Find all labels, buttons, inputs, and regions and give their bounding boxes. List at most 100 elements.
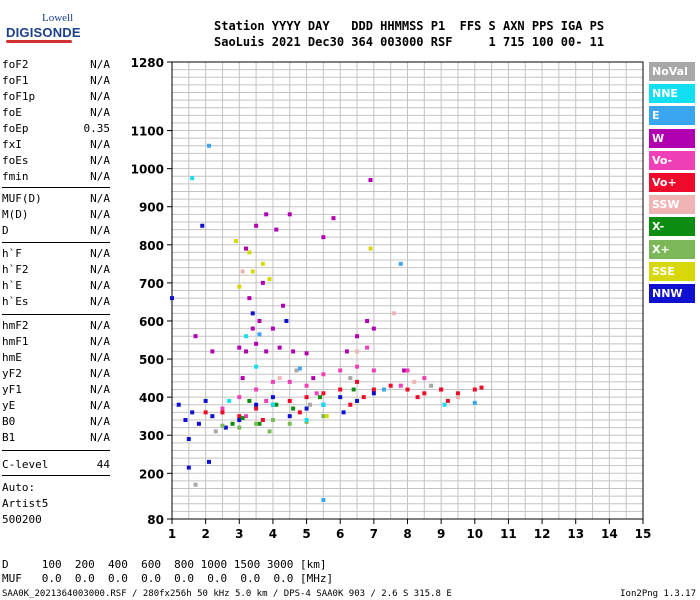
data-point — [365, 345, 370, 350]
data-point — [244, 349, 249, 354]
data-point — [321, 414, 326, 419]
data-point — [183, 417, 188, 422]
param-name: foF1 — [2, 74, 29, 87]
data-point — [237, 414, 242, 419]
param-name: foF2 — [2, 58, 29, 71]
param-name: hmF1 — [2, 335, 29, 348]
data-point — [368, 246, 373, 251]
y-tick-label: 500 — [139, 353, 164, 367]
data-point — [348, 402, 353, 407]
data-point — [240, 376, 245, 381]
data-point — [307, 402, 312, 407]
data-point — [398, 383, 403, 388]
data-point — [244, 414, 249, 419]
data-point — [247, 296, 252, 301]
data-point — [196, 421, 201, 426]
data-point — [338, 387, 343, 392]
param-name: foE — [2, 106, 22, 119]
data-point — [254, 406, 259, 411]
param-row: foF1p N/A — [2, 90, 110, 106]
param-row: B0 N/A — [2, 415, 110, 431]
param-row: fxI N/A — [2, 138, 110, 154]
data-point — [371, 326, 376, 331]
param-name: yF2 — [2, 367, 22, 380]
data-point — [277, 376, 282, 381]
x-tick-label: 15 — [635, 527, 652, 541]
x-tick-label: 3 — [235, 527, 243, 541]
param-value: N/A — [90, 263, 110, 276]
data-point — [237, 284, 242, 289]
param-name: hmF2 — [2, 319, 29, 332]
data-point — [314, 391, 319, 396]
data-point — [274, 402, 279, 407]
data-point — [429, 383, 434, 388]
data-point — [304, 395, 309, 400]
param-name: foEp — [2, 122, 29, 135]
y-tick-label: 600 — [139, 315, 164, 329]
data-point — [257, 332, 262, 337]
legend-item: NNE — [649, 84, 695, 104]
param-row: yF1 N/A — [2, 383, 110, 399]
data-point — [338, 368, 343, 373]
x-tick-label: 12 — [534, 527, 551, 541]
param-row: foEs N/A — [2, 154, 110, 170]
param-row: foF1 N/A — [2, 74, 110, 90]
c-level-value: 44 — [96, 458, 110, 471]
data-point — [186, 465, 191, 470]
data-point — [254, 341, 259, 346]
digisonde-logo: Lowell DIGISONDE — [6, 10, 81, 46]
data-point — [186, 437, 191, 442]
data-point — [324, 414, 329, 419]
data-point — [297, 366, 302, 371]
legend-item: SSW — [649, 195, 695, 215]
data-point — [472, 400, 477, 405]
header-line-1: Station YYYY DAY DDD HHMMSS P1 FFS S AXN… — [214, 19, 605, 33]
header-line-2: SaoLuis 2021 Dec30 364 003000 RSF 1 715 … — [214, 35, 605, 49]
data-point — [244, 246, 249, 251]
legend-item: X- — [649, 217, 695, 237]
param-name: fxI — [2, 138, 22, 151]
legend-item: NNW — [649, 284, 695, 303]
data-point — [247, 250, 252, 255]
data-point — [264, 349, 269, 354]
data-point — [247, 398, 252, 403]
y-tick-label: 1280 — [131, 56, 164, 70]
param-value: N/A — [90, 90, 110, 103]
auto-code: 500200 — [2, 513, 42, 526]
param-value: N/A — [90, 74, 110, 87]
data-point — [355, 379, 360, 384]
param-value: N/A — [90, 170, 110, 183]
data-point — [405, 387, 410, 392]
param-row: hmE N/A — [2, 351, 110, 367]
param-name: MUF(D) — [2, 192, 42, 205]
data-point — [237, 425, 242, 430]
data-point — [257, 318, 262, 323]
data-point — [237, 417, 242, 422]
data-point — [287, 398, 292, 403]
param-value: N/A — [90, 351, 110, 364]
data-point — [203, 410, 208, 415]
data-point — [405, 368, 410, 373]
data-point — [277, 345, 282, 350]
param-name: foF1p — [2, 90, 36, 103]
data-point — [267, 277, 272, 282]
x-tick-label: 9 — [437, 527, 445, 541]
data-point — [472, 387, 477, 392]
param-row: foEp 0.35 — [2, 122, 110, 138]
c-level-row: C-level 44 — [2, 458, 110, 474]
y-tick-label: 200 — [139, 467, 164, 481]
param-value: 0.35 — [83, 122, 111, 135]
data-point — [287, 421, 292, 426]
data-point — [351, 387, 356, 392]
legend-item: Vo- — [649, 150, 695, 170]
footer-version: Ion2Png 1.3.17 — [620, 589, 696, 599]
data-point — [321, 372, 326, 377]
data-point — [381, 387, 386, 392]
data-point — [415, 395, 420, 400]
data-point — [321, 497, 326, 502]
y-tick-label: 400 — [139, 391, 164, 405]
data-point — [220, 423, 225, 428]
data-point — [237, 345, 242, 350]
data-point — [190, 410, 195, 415]
param-value: N/A — [90, 335, 110, 348]
